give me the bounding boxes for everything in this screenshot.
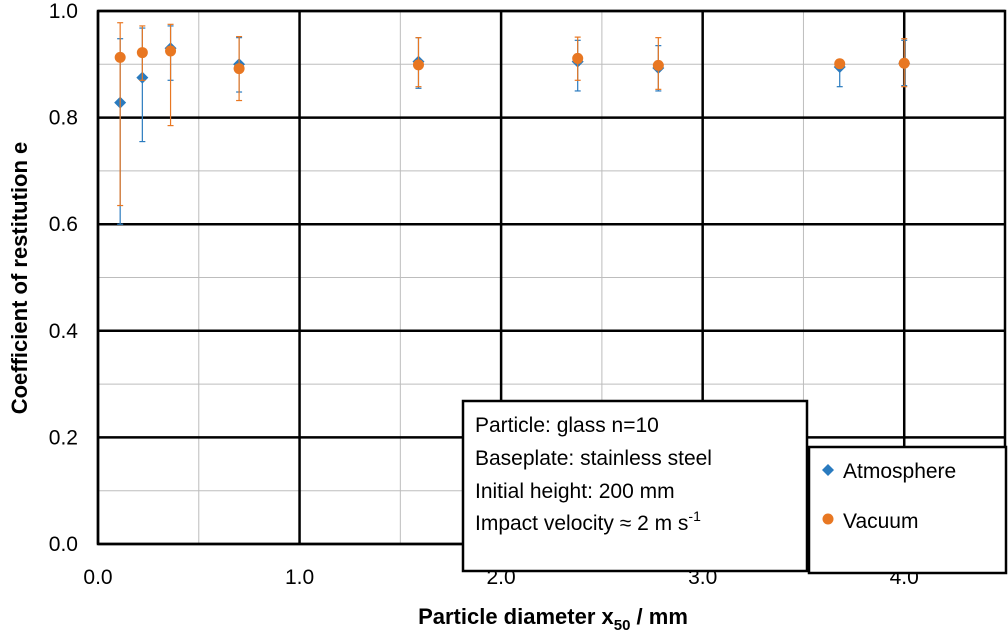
vacuum-point: [136, 47, 148, 59]
annotation-line-particle: Particle: glass n=10: [475, 414, 659, 437]
legend-atmosphere-label: Atmosphere: [843, 460, 956, 483]
legend-vacuum-marker: [822, 513, 834, 525]
legend-atmosphere-marker: [822, 464, 834, 476]
legend-frame: [807, 445, 1008, 575]
x-tick-label: 1.0: [285, 566, 314, 589]
vacuum-point: [572, 52, 584, 64]
x-tick-label: 0.0: [83, 566, 112, 589]
annotation-line-height: Initial height: 200 mm: [475, 480, 675, 503]
annotation-line-baseplate: Baseplate: stainless steel: [475, 447, 712, 470]
x-axis-title: Particle diameter x50 / mm: [418, 604, 688, 633]
legend-vacuum-label: Vacuum: [843, 510, 918, 533]
annotation-frame: [461, 399, 809, 573]
vacuum-point: [834, 58, 846, 70]
y-tick-label: 1.0: [49, 0, 78, 23]
annotation-box: Particle: glass n=10 Baseplate: stainles…: [461, 399, 809, 573]
vacuum-point: [652, 59, 664, 71]
series-layer: [114, 22, 911, 225]
vacuum-point: [165, 45, 177, 57]
vacuum-point: [898, 57, 910, 69]
vacuum-point: [114, 51, 126, 63]
series-atmosphere: [114, 25, 911, 225]
vacuum-point: [233, 63, 245, 75]
vacuum-point: [412, 59, 424, 71]
y-tick-label: 0.6: [49, 213, 78, 236]
y-tick-label: 0.4: [49, 320, 79, 343]
y-tick-label: 0.2: [49, 426, 78, 449]
y-tick-labels: 0.0 0.2 0.4 0.6 0.8 1.0: [49, 0, 79, 556]
y-tick-label: 0.0: [49, 533, 78, 556]
y-tick-label: 0.8: [49, 107, 78, 130]
annotation-line-velocity: Impact velocity ≈ 2 m s-1: [475, 508, 701, 535]
series-vacuum: [114, 22, 910, 207]
y-axis-title: Coefficient of restitution e: [7, 142, 32, 415]
legend: Atmosphere Vacuum: [807, 445, 1008, 575]
